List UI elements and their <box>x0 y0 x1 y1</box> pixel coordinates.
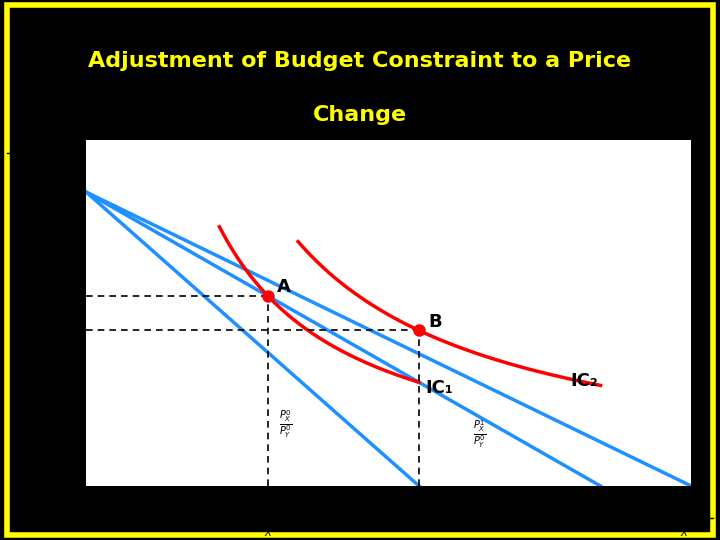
Text: $P^1_X$: $P^1_X$ <box>672 517 689 540</box>
Text: Y₁: Y₁ <box>44 321 66 340</box>
Text: X: X <box>716 487 720 506</box>
Text: $P^0_X$: $P^0_X$ <box>256 517 273 540</box>
Text: $I^0$: $I^0$ <box>33 134 46 153</box>
Text: $I^0$: $I^0$ <box>674 499 687 517</box>
Text: $\frac{P^0_X}{P^0_Y}$: $\frac{P^0_X}{P^0_Y}$ <box>279 408 292 440</box>
Text: B: B <box>428 313 442 331</box>
Text: X₁: X₁ <box>408 503 430 521</box>
Text: A: A <box>277 279 291 296</box>
Text: IC₁: IC₁ <box>425 379 453 397</box>
Text: X₀: X₀ <box>257 503 279 521</box>
Text: Adjustment of Budget Constraint to a Price: Adjustment of Budget Constraint to a Pri… <box>89 51 631 71</box>
Text: $P^0_Y$: $P^0_Y$ <box>31 153 48 176</box>
Text: Y₀: Y₀ <box>44 287 66 305</box>
Text: $I^0$: $I^0$ <box>258 499 271 517</box>
Text: $\frac{P^1_X}{P^0_Y}$: $\frac{P^1_X}{P^0_Y}$ <box>473 418 486 450</box>
Text: IC₂: IC₂ <box>570 372 598 390</box>
Text: Change: Change <box>313 105 407 125</box>
